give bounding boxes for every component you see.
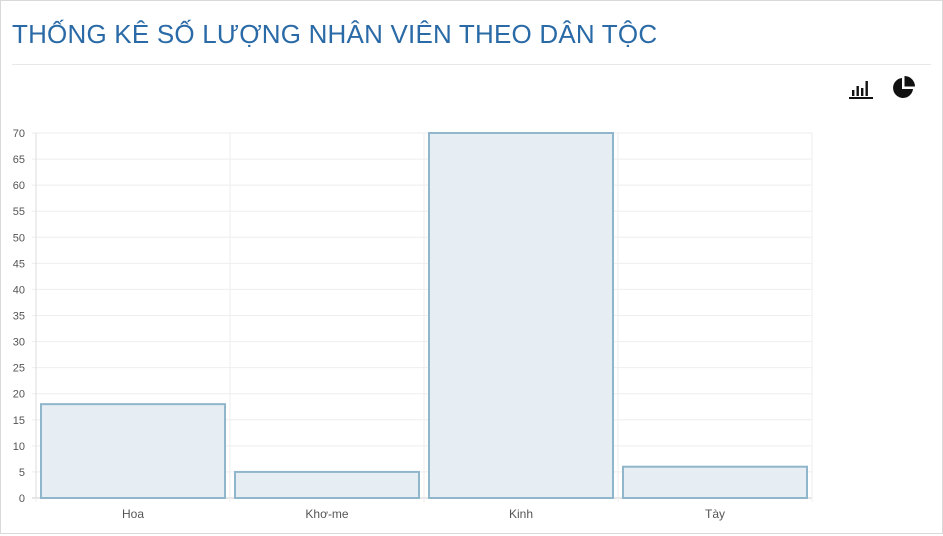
y-tick-label: 10 [13,441,25,453]
y-tick-label: 70 [13,128,25,140]
x-tick-label: Hoa [122,507,144,521]
page-title: THỐNG KÊ SỐ LƯỢNG NHÂN VIÊN THEO DÂN TỘC [12,19,658,49]
y-tick-label: 30 [13,337,25,349]
chart-type-toolbar [848,73,916,103]
bar-Khơ-me[interactable] [234,470,420,499]
bar-chart-icon[interactable] [848,73,874,103]
chart-area: 0 5 10 15 20 25 30 35 40 45 50 55 60 65 70 Hoa Khơ-me Ki… [1,111,942,531]
y-tick-label: 15 [13,415,25,427]
x-tick-label: Tày [705,507,725,521]
y-axis: 0 5 10 15 20 25 30 35 40 45 50 55 60 65 70 [13,128,37,505]
y-tick-label: 25 [13,363,25,375]
x-tick-label: Kinh [509,507,533,521]
y-tick-label: 55 [13,206,25,218]
x-axis: Hoa Khơ-me Kinh Tày [122,507,725,521]
bar-Tày[interactable] [622,465,808,500]
grid-lines [32,132,813,502]
y-tick-label: 65 [13,154,25,166]
bar-Kinh[interactable] [428,132,614,499]
y-tick-label: 60 [13,180,25,192]
bars [40,132,808,500]
y-tick-label: 35 [13,311,25,323]
y-tick-label: 20 [13,389,25,401]
title-divider [12,64,931,65]
x-tick-label: Khơ-me [305,507,349,521]
y-tick-label: 45 [13,258,25,270]
bar-Hoa[interactable] [40,403,226,499]
pie-chart-icon[interactable] [890,73,916,103]
y-tick-label: 0 [19,493,25,505]
y-tick-label: 40 [13,284,25,296]
y-tick-label: 5 [19,467,25,479]
y-tick-label: 50 [13,232,25,244]
bar-chart: 0 5 10 15 20 25 30 35 40 45 50 55 60 65 70 Hoa Khơ-me Ki… [13,128,813,521]
